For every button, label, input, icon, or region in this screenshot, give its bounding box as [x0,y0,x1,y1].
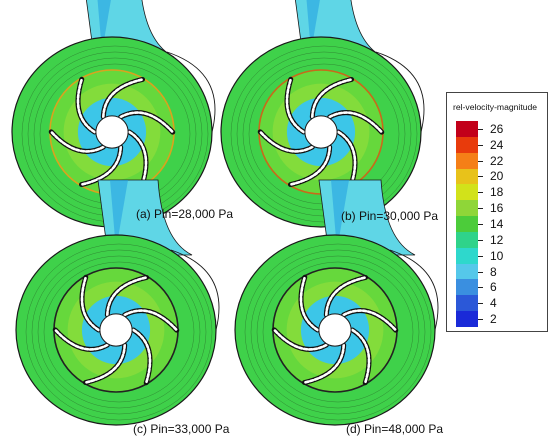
legend-title: rel-velocity-magnitude [453,102,538,112]
impeller-blade-mesh [106,276,148,317]
legend-swatch [456,311,478,328]
legend-tick-mark [478,144,483,146]
velocity-contour-line [244,243,432,421]
impeller-blade-mesh [76,77,96,134]
impeller-blade-mesh [299,275,319,332]
volute-tongue [170,249,220,331]
velocity-contour-line [37,255,201,409]
legend-swatch [456,231,478,249]
legend-swatch [456,121,478,138]
legend-swatch [456,184,478,201]
volute-tongue [375,51,425,133]
legend-tick-label: 20 [490,169,504,184]
caption-panel-b: (b) Pin=30,000 Pa [341,209,439,223]
legend-tick-label: 16 [490,201,504,216]
pump-panel-d [234,179,439,426]
impeller-eye [95,115,129,149]
caption-panel-a: (a) Pin=28,000 Pa [136,207,234,221]
impeller-blade-mesh [325,276,367,317]
caption-panel-c: (c) Pin=33,000 Pa [133,422,230,436]
impeller-blade-mesh [337,130,357,187]
legend-tick-mark [478,176,483,178]
legend-tick-label: 2 [490,312,497,327]
legend-swatch [456,263,478,280]
velocity-contour-line [43,261,195,403]
velocity-contour-line [256,255,420,409]
impeller-blade-mesh [132,328,152,385]
legend-tick-label: 14 [490,217,504,231]
legend-tick-label: 26 [490,121,504,136]
outlet-low-velocity-zone [110,180,128,250]
pump-panel-a [11,0,216,228]
caption-panel-d: (d) Pin=48,000 Pa [346,422,444,436]
legend-tick-mark [478,160,483,162]
impeller-eye [304,115,338,149]
legend-swatch [456,216,478,233]
legend-tick-mark [478,255,483,257]
impeller-blade-mesh [351,328,371,385]
legend-tick-mark [478,303,483,305]
legend-tick-label: 18 [490,185,504,200]
outlet-low-velocity-zone [331,180,349,250]
legend-swatch [456,152,478,170]
velocity-contour-line [262,261,414,403]
legend-swatch [456,279,478,296]
outlet-low-velocity-zone [306,0,320,52]
legend-tick-mark [478,192,483,194]
legend-swatch [456,295,478,312]
impeller-eye [99,313,133,347]
color-legend: rel-velocity-magnitude 26 24 22 20 18 16 14 12 1… [446,92,548,332]
impeller-blade-mesh [80,275,100,332]
impeller-blade-mesh [128,130,148,187]
impeller-eye [318,313,352,347]
impeller-blade-mesh [289,145,331,186]
legend-tick-mark [478,239,483,241]
impeller-blade-mesh [258,130,314,153]
legend-tick-mark [478,128,483,130]
legend-tick-mark [478,319,483,321]
legend-tick-mark [478,208,483,210]
legend-tick-label: 12 [490,232,504,247]
impeller-blade-mesh [119,111,175,134]
impeller-blade-mesh [102,78,144,119]
legend-swatch [456,200,478,217]
legend-swatch [456,247,478,265]
legend-tick-label: 8 [490,264,497,279]
legend-tick-label: 6 [490,280,497,295]
impeller-blade-mesh [53,328,109,351]
legend-swatch [456,168,478,185]
volute-tongue [389,249,439,331]
impeller-blade-mesh [49,130,105,153]
impeller-blade-mesh [311,78,353,119]
impeller-blade-mesh [80,145,122,186]
velocity-contour-line [230,45,418,223]
impeller-blade-mesh [342,309,398,332]
legend-tick-label: 10 [490,248,504,263]
velocity-contour-line [250,249,426,415]
legend-tick-label: 4 [490,296,497,311]
legend-tick-label: 24 [490,137,504,152]
legend-colorbar [456,121,478,328]
legend-tick-mark [478,271,483,273]
legend-swatch [456,136,478,154]
outlet-low-velocity-zone [97,0,111,52]
legend-tick-mark [478,224,483,225]
volute-tongue [166,51,216,133]
impeller-blade-mesh [285,77,305,134]
pump-panel-c [15,179,220,426]
velocity-contour-line [25,243,213,421]
pump-panel-b [220,0,425,228]
legend-tick-mark [478,287,483,289]
impeller-blade-mesh [303,343,345,384]
legend-tick-label: 22 [490,153,504,168]
impeller-blade-mesh [272,328,328,351]
impeller-blade-mesh [328,111,384,134]
impeller-blade-mesh [123,309,179,332]
velocity-contour-line [31,249,207,415]
impeller-blade-mesh [84,343,126,384]
